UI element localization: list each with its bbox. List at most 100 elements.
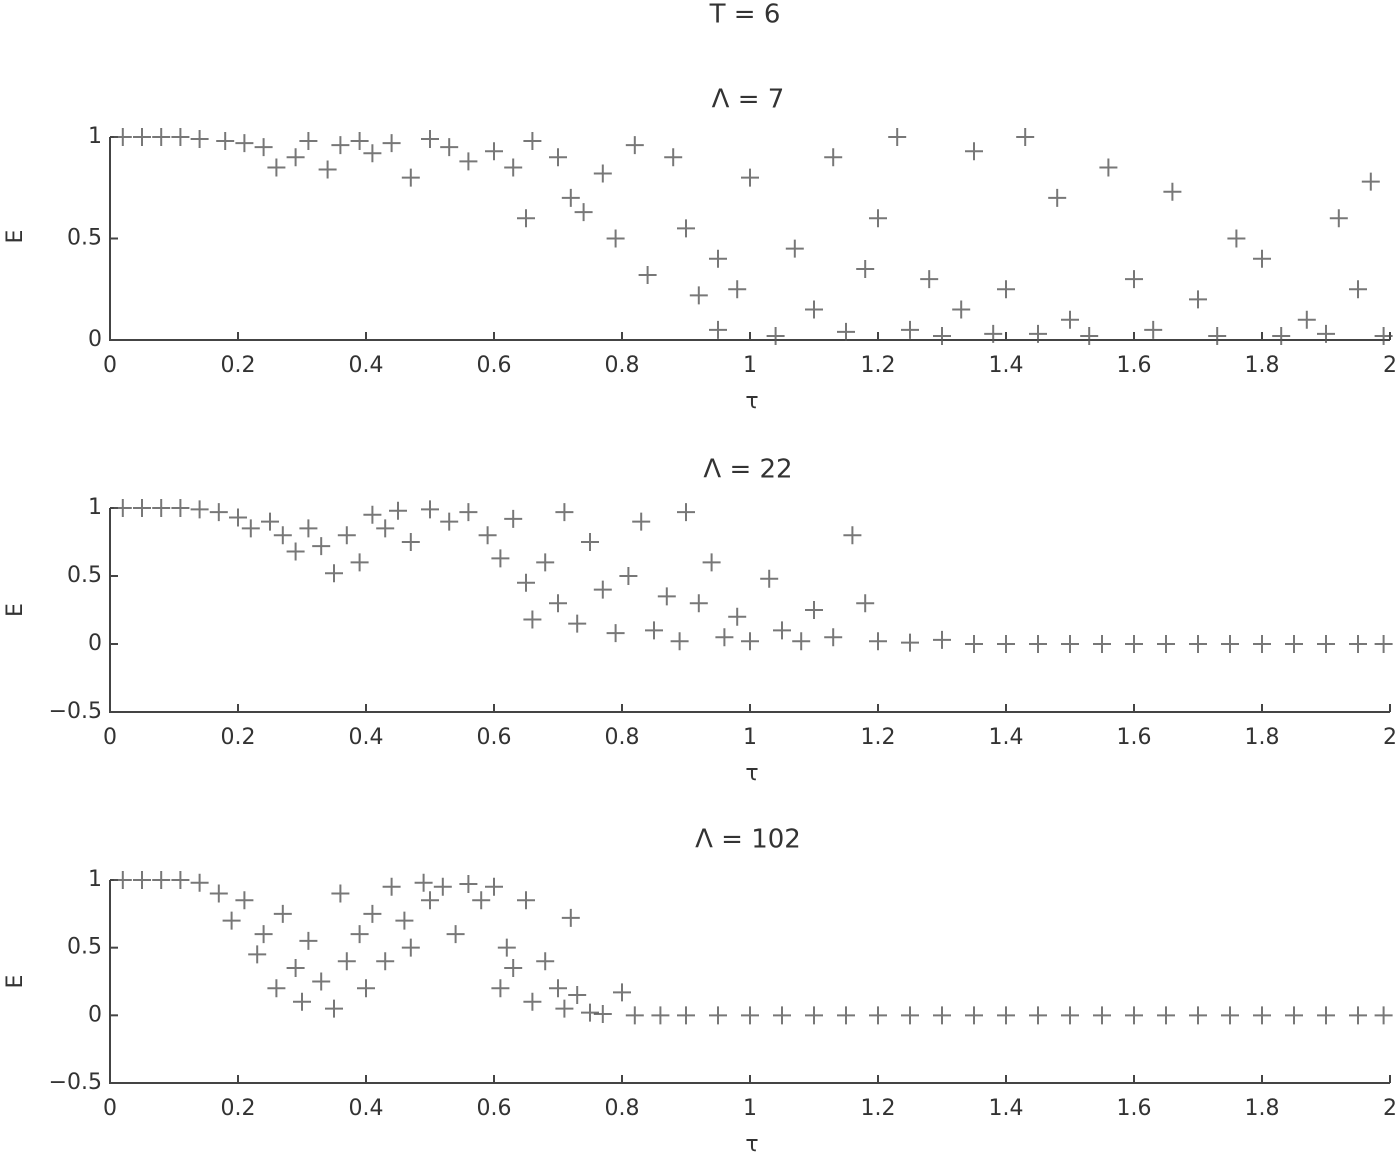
point (670, 632, 689, 651)
point (299, 931, 318, 950)
point (869, 209, 887, 228)
point (1093, 635, 1111, 653)
point (1080, 326, 1099, 345)
point (312, 537, 331, 556)
x-tick-label: 0.4 (349, 725, 384, 750)
point (517, 891, 535, 910)
point (363, 505, 382, 524)
point (638, 266, 657, 285)
point (574, 203, 593, 222)
point (549, 594, 567, 613)
point (1374, 326, 1393, 345)
point (625, 136, 644, 155)
point (1144, 320, 1163, 339)
point (273, 526, 292, 545)
point (792, 632, 811, 651)
point (997, 1006, 1015, 1025)
point (235, 134, 254, 153)
point (1099, 158, 1118, 177)
x-tick-label: 0 (103, 725, 117, 750)
point (1285, 1006, 1303, 1025)
point (1029, 324, 1047, 343)
point (491, 549, 510, 568)
point (286, 148, 305, 167)
point (933, 630, 951, 649)
point (1029, 1006, 1047, 1025)
point (536, 553, 555, 572)
axes (109, 508, 1390, 713)
point (190, 873, 209, 892)
point (555, 999, 574, 1018)
point (363, 904, 382, 923)
point (459, 875, 478, 894)
point (325, 564, 343, 583)
x-axis-label: τ (745, 1132, 758, 1156)
y-tick-label: 0 (88, 327, 102, 352)
point (702, 553, 721, 572)
point (523, 132, 542, 151)
point (267, 979, 286, 998)
x-tick-label: 0.8 (605, 1096, 640, 1121)
point (581, 533, 599, 551)
point (1329, 209, 1348, 228)
point (1125, 635, 1143, 653)
point (965, 142, 983, 161)
point (133, 499, 151, 517)
point (517, 573, 535, 592)
point (824, 628, 843, 647)
point (561, 188, 580, 207)
point (593, 164, 612, 183)
point (805, 601, 823, 619)
point (440, 512, 459, 531)
point (901, 1006, 919, 1025)
y-tick-label: −0.5 (49, 699, 102, 724)
point (171, 499, 190, 517)
x-tick-label: 0.6 (477, 725, 512, 750)
point (984, 324, 1003, 343)
x-tick-label: 1 (743, 1096, 757, 1121)
point (709, 1006, 727, 1025)
x-tick-label: 1.2 (861, 1096, 896, 1121)
point (1208, 326, 1227, 345)
x-tick-label: 0.8 (605, 725, 640, 750)
point (235, 891, 254, 910)
point (651, 1006, 670, 1025)
point (478, 526, 497, 545)
point (1189, 635, 1207, 653)
x-tick-label: 0.4 (349, 353, 384, 378)
point (523, 610, 542, 629)
point (997, 280, 1015, 299)
point (299, 132, 318, 151)
panel-title: Λ = 22 (703, 455, 792, 485)
point (619, 567, 638, 585)
point (1016, 128, 1035, 146)
x-tick-label: 1.8 (1245, 1096, 1280, 1121)
y-tick-label: 1 (88, 124, 102, 149)
point (350, 553, 369, 572)
point (1317, 635, 1335, 653)
point (171, 871, 190, 889)
point (1157, 1006, 1175, 1025)
point (1349, 1006, 1367, 1025)
point (152, 499, 171, 517)
point (1157, 635, 1175, 653)
point (504, 158, 523, 177)
point (1125, 270, 1143, 289)
point (382, 134, 401, 153)
point (293, 992, 311, 1011)
panel-title: Λ = 7 (712, 85, 785, 115)
point (728, 607, 747, 626)
point (901, 633, 919, 652)
point (401, 533, 420, 551)
point (952, 300, 971, 319)
point (1349, 635, 1367, 653)
point (773, 1006, 791, 1025)
point (261, 512, 279, 531)
point (856, 594, 875, 613)
point (382, 877, 401, 896)
point (632, 512, 651, 531)
point (1253, 635, 1271, 653)
point (1253, 1006, 1271, 1025)
point (555, 503, 574, 522)
